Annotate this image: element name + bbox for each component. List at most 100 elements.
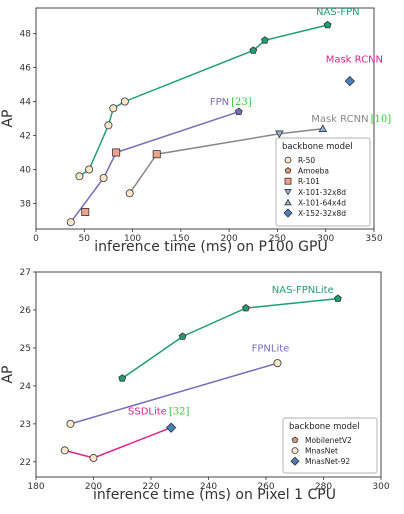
data-point bbox=[104, 121, 113, 130]
legend: backbone model MobilenetV2 MnasNetMnasNet-… bbox=[282, 417, 378, 474]
legend-title: backbone model bbox=[289, 422, 360, 432]
data-point bbox=[85, 165, 94, 174]
data-point bbox=[334, 294, 342, 302]
annotation-text: FPNLite bbox=[252, 344, 290, 355]
data-point bbox=[120, 97, 129, 106]
series-annotation: SSDLite [32] bbox=[128, 406, 189, 417]
legend-marker bbox=[284, 177, 292, 185]
x-tick-label: 260 bbox=[257, 482, 274, 492]
chart-panel-1: 180 200 220 240 260 280 300 22 23 24 25 26 27 inferen… bbox=[0, 268, 390, 503]
y-axis-label: AP bbox=[0, 365, 16, 383]
y-tick-label: 42 bbox=[20, 132, 31, 142]
annotation-text: Mask RCNN bbox=[326, 54, 383, 65]
series-line-1 bbox=[70, 110, 240, 223]
x-tick-label: 300 bbox=[317, 234, 334, 244]
y-tick-label: 48 bbox=[20, 30, 32, 40]
x-tick-label: 180 bbox=[27, 482, 44, 492]
x-tick-label: 0 bbox=[33, 234, 39, 244]
y-tick-label: 22 bbox=[20, 458, 31, 468]
x-tick-label: 150 bbox=[172, 234, 189, 244]
series-line-1 bbox=[70, 362, 278, 425]
legend-marker bbox=[284, 167, 292, 174]
annotation-citation: [23] bbox=[231, 97, 252, 108]
data-point bbox=[178, 332, 187, 340]
annotation-text: SSDLite bbox=[128, 406, 167, 417]
data-point bbox=[273, 359, 282, 368]
legend-marker bbox=[290, 456, 300, 466]
data-point bbox=[66, 218, 75, 227]
y-tick-label: 38 bbox=[20, 200, 32, 210]
y-axis-label: AP bbox=[0, 109, 16, 127]
data-point bbox=[75, 172, 84, 181]
x-tick-label: 200 bbox=[221, 234, 238, 244]
data-point bbox=[99, 173, 108, 182]
series-annotation: FPN [23] bbox=[210, 97, 252, 108]
y-tick-label: 40 bbox=[20, 166, 32, 176]
chart-panel-0: 0 50 100 150 200 250 300 350 38 40 42 44 46 48 inferen… bbox=[0, 7, 391, 255]
series-line-2 bbox=[64, 426, 172, 459]
x-axis-label: inference time (ms) on Pixel 1 CPU bbox=[93, 487, 336, 503]
x-tick-label: 240 bbox=[200, 482, 217, 492]
data-point bbox=[261, 36, 269, 44]
data-point bbox=[165, 422, 177, 433]
legend-title: backbone model bbox=[282, 142, 353, 152]
data-point bbox=[323, 20, 332, 29]
legend-marker bbox=[284, 198, 292, 206]
annotation-citation: [10] bbox=[371, 114, 392, 125]
data-point bbox=[234, 107, 243, 115]
series-annotation: NAS-FPNLite bbox=[272, 285, 334, 296]
data-point bbox=[125, 189, 134, 198]
series-annotation: NAS-FPN bbox=[316, 7, 360, 18]
data-point bbox=[60, 446, 69, 455]
data-point bbox=[89, 454, 98, 463]
y-tick-label: 44 bbox=[20, 98, 32, 108]
y-tick-label: 27 bbox=[20, 268, 31, 278]
y-tick-label: 23 bbox=[20, 420, 31, 430]
x-tick-label: 300 bbox=[372, 482, 389, 492]
legend-marker bbox=[284, 156, 292, 164]
x-axis-label: inference time (ms) on P100 GPU bbox=[94, 239, 327, 255]
legend-entry: Amoeba bbox=[298, 167, 329, 176]
legend-entry: X-152-32x8d bbox=[298, 209, 346, 218]
legend-box bbox=[282, 417, 378, 474]
data-point bbox=[275, 130, 284, 139]
series-line-0 bbox=[121, 297, 338, 379]
data-point bbox=[118, 374, 127, 382]
legend-entry: R-50 bbox=[298, 156, 315, 165]
y-tick-label: 25 bbox=[20, 344, 31, 354]
series-annotation: Mask RCNN [10] bbox=[311, 114, 391, 125]
data-point bbox=[344, 75, 356, 87]
data-point bbox=[66, 419, 75, 428]
annotation-text: Mask RCNN bbox=[311, 114, 368, 125]
legend-box bbox=[275, 137, 371, 227]
legend-entry: R-101 bbox=[298, 177, 320, 186]
series-annotation: FPNLite bbox=[252, 344, 290, 355]
x-tick-label: 220 bbox=[142, 482, 159, 492]
x-tick-label: 50 bbox=[79, 234, 91, 244]
legend-marker bbox=[291, 447, 299, 455]
series-line-2 bbox=[129, 127, 323, 194]
data-point bbox=[242, 304, 250, 312]
legend-marker bbox=[283, 208, 293, 218]
data-point bbox=[152, 150, 161, 159]
legend-marker bbox=[291, 436, 299, 443]
x-tick-label: 200 bbox=[85, 482, 102, 492]
data-point bbox=[81, 207, 90, 216]
legend-entry: MobilenetV2 bbox=[305, 436, 352, 445]
plot-frame bbox=[35, 7, 375, 230]
data-point bbox=[318, 124, 328, 132]
x-tick-label: 350 bbox=[365, 234, 382, 244]
annotation-text: NAS-FPNLite bbox=[272, 285, 334, 296]
x-tick-label: 250 bbox=[269, 234, 286, 244]
legend-entry: MnasNet bbox=[305, 447, 338, 456]
y-tick-label: 24 bbox=[20, 382, 32, 392]
annotation-text: NAS-FPN bbox=[316, 7, 360, 18]
x-tick-label: 280 bbox=[315, 482, 332, 492]
legend-entry: X-101-64x4d bbox=[298, 198, 346, 207]
data-point bbox=[109, 104, 118, 113]
legend-entry: MnasNet-92 bbox=[305, 457, 350, 466]
y-tick-label: 26 bbox=[20, 306, 32, 316]
x-tick-label: 100 bbox=[124, 234, 141, 244]
